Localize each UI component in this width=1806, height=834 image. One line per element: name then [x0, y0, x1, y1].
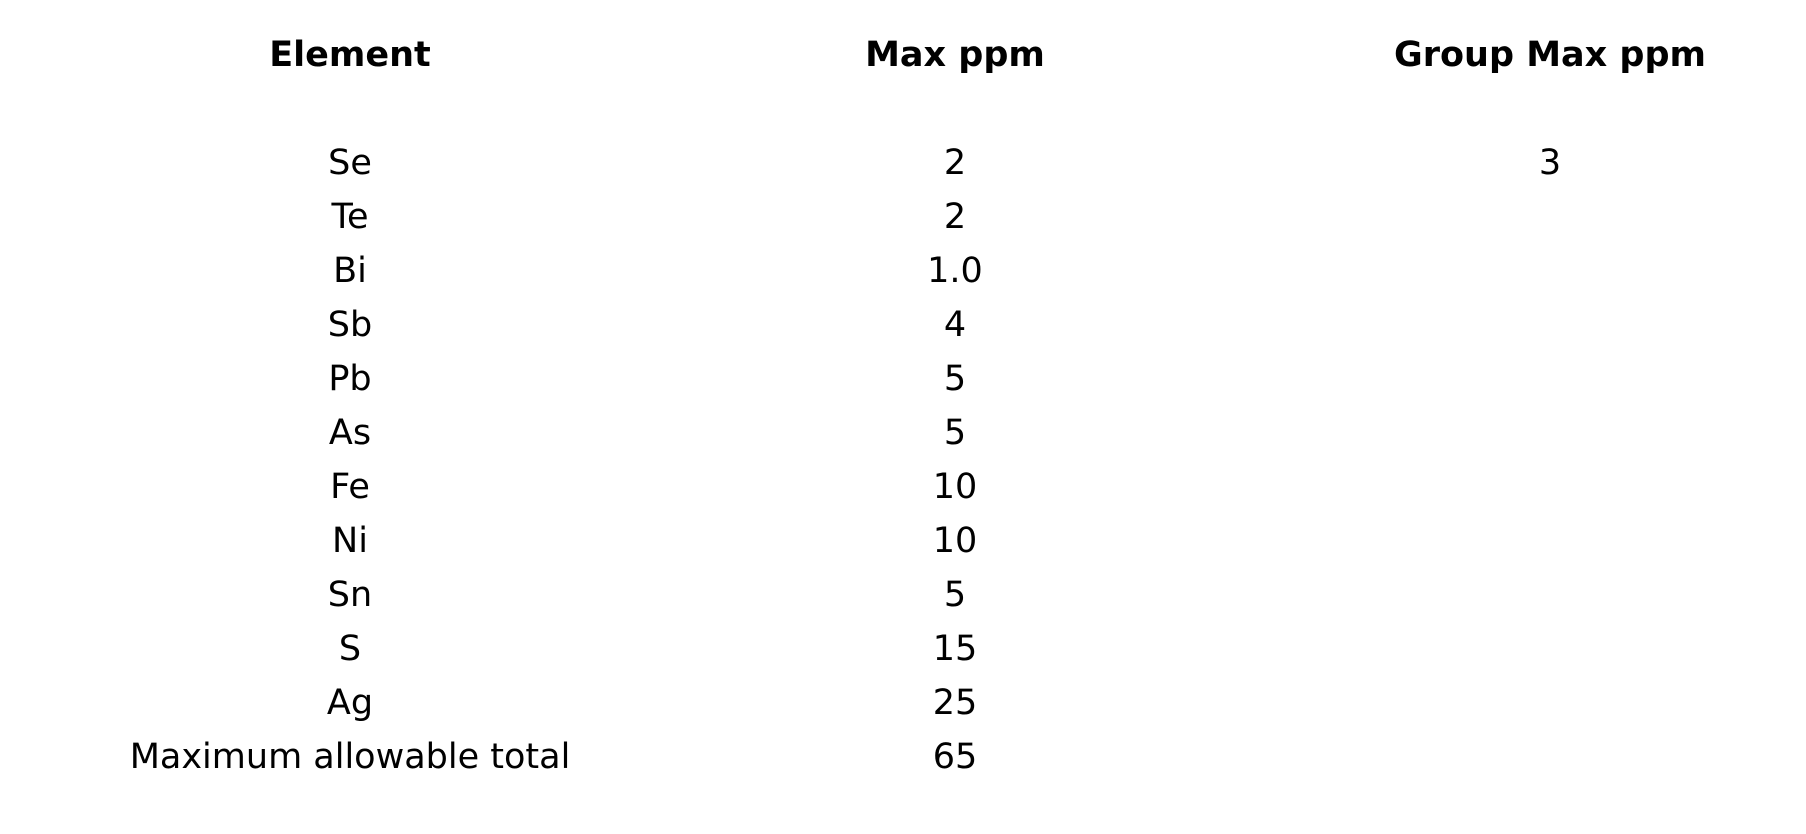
group-max-ppm-cell	[1380, 244, 1720, 298]
table-row: Ni 10	[0, 514, 1806, 568]
group-max-ppm-cell	[1380, 676, 1720, 730]
group-max-ppm-cell	[1380, 460, 1720, 514]
element-cell: Ni	[332, 521, 368, 561]
table-row: Te 2	[0, 190, 1806, 244]
element-cell: S	[338, 629, 362, 669]
table-row: Sb 4	[0, 298, 1806, 352]
table-row: S 15	[0, 622, 1806, 676]
header-element: Element	[269, 35, 431, 75]
group-max-ppm-cell	[1380, 352, 1720, 406]
element-cell: As	[328, 413, 372, 453]
element-cell: Ag	[326, 683, 374, 723]
max-ppm-cell: 2	[943, 197, 967, 237]
table-row: As 5	[0, 406, 1806, 460]
table-row: Sn 5	[0, 568, 1806, 622]
header-group-max-ppm: Group Max ppm	[1394, 35, 1706, 75]
max-ppm-cell: 5	[943, 413, 967, 453]
max-ppm-cell: 5	[943, 359, 967, 399]
total-label-cell: Maximum allowable total	[129, 737, 571, 777]
max-ppm-cell: 15	[932, 629, 978, 669]
group-max-ppm-cell	[1380, 622, 1720, 676]
table-total-row: Maximum allowable total 65	[0, 730, 1806, 784]
element-cell: Sn	[327, 575, 373, 615]
header-max-ppm: Max ppm	[865, 35, 1045, 75]
table-row: Ag 25	[0, 676, 1806, 730]
total-group-max-ppm-cell	[1380, 730, 1720, 784]
table-row: Se 2 3	[0, 136, 1806, 190]
group-max-ppm-cell	[1380, 190, 1720, 244]
group-max-ppm-cell	[1380, 514, 1720, 568]
element-cell: Sb	[327, 305, 373, 345]
table-row: Fe 10	[0, 460, 1806, 514]
element-cell: Se	[328, 143, 372, 183]
element-cell: Te	[331, 197, 369, 237]
group-max-ppm-cell	[1380, 568, 1720, 622]
group-max-ppm-cell	[1380, 406, 1720, 460]
max-ppm-cell: 10	[932, 467, 978, 507]
table-row: Bi 1.0	[0, 244, 1806, 298]
element-cell: Pb	[328, 359, 372, 399]
table-header-row: Element Max ppm Group Max ppm	[0, 28, 1806, 82]
group-max-ppm-cell: 3	[1538, 143, 1562, 183]
total-max-ppm-cell: 65	[932, 737, 978, 777]
max-ppm-cell: 4	[943, 305, 967, 345]
max-ppm-cell: 2	[943, 143, 967, 183]
max-ppm-cell: 5	[943, 575, 967, 615]
max-ppm-cell: 25	[932, 683, 978, 723]
group-max-ppm-cell	[1380, 298, 1720, 352]
max-ppm-cell: 1.0	[927, 251, 983, 291]
table-row: Pb 5	[0, 352, 1806, 406]
max-ppm-cell: 10	[932, 521, 978, 561]
element-cell: Bi	[333, 251, 367, 291]
element-cell: Fe	[330, 467, 370, 507]
